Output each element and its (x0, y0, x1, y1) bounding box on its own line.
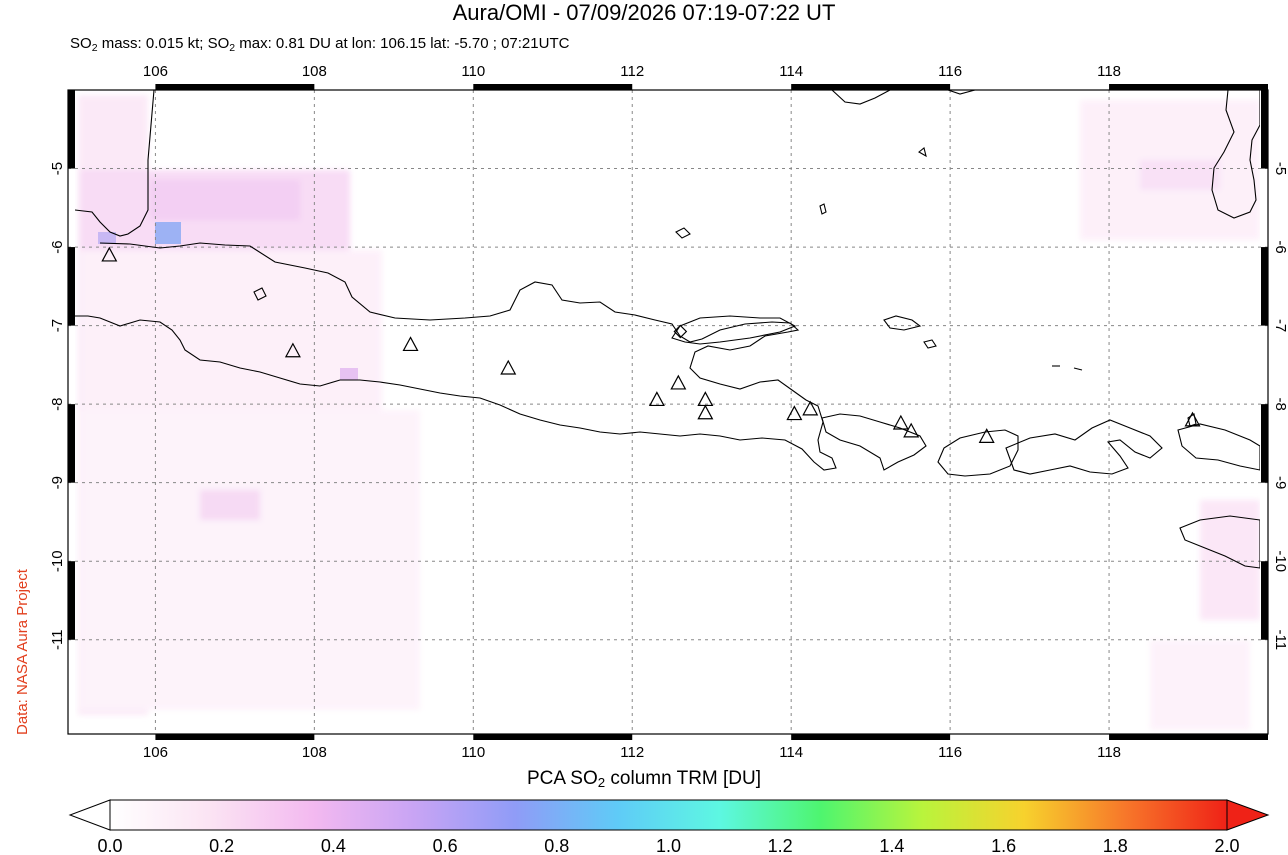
coastlines (75, 90, 1260, 569)
lat-label-left: -10 (49, 550, 66, 572)
volcano-icon (892, 414, 909, 430)
lon-label-bottom: 112 (620, 744, 644, 761)
lat-label-right: -9 (1272, 476, 1288, 489)
volcano-icon (802, 400, 819, 416)
frame-bar-right (1261, 247, 1268, 326)
lon-label-top: 114 (779, 63, 803, 80)
lon-label-top: 112 (620, 63, 644, 80)
volcano-icon (670, 374, 687, 390)
map-title: Aura/OMI - 07/09/2026 07:19-07:22 UT (452, 0, 836, 25)
frame-bar-left (68, 404, 75, 483)
lat-label-right: -10 (1272, 550, 1288, 572)
so2-field (78, 95, 1260, 730)
frame-bar-bottom (473, 734, 633, 740)
volcano-icon (648, 391, 665, 407)
colorbar-tick-label: 1.8 (1103, 836, 1128, 855)
volcano-icon (402, 336, 419, 352)
volcano-icon (101, 246, 118, 262)
diamond-icon (673, 324, 688, 339)
frame-bar-bottom (155, 734, 315, 740)
colorbar-tick-label: 1.6 (991, 836, 1016, 855)
colorbar-tick-label: 0.0 (97, 836, 122, 855)
lon-label-bottom: 110 (461, 744, 485, 761)
frame-bar-top (791, 84, 951, 90)
map-frame (67, 84, 1269, 740)
lon-label-bottom: 106 (143, 744, 168, 761)
lat-label-left: -11 (49, 629, 66, 650)
volcano-icon (500, 359, 517, 375)
frame-bar-bottom (1109, 734, 1268, 740)
colorbar-tick-label: 1.2 (768, 836, 793, 855)
so2-max-pixel (155, 222, 181, 244)
colorbar-tick-label: 1.0 (656, 836, 681, 855)
colorbar-tick-label: 0.8 (544, 836, 569, 855)
volcano-icon (903, 422, 920, 438)
volcano-icon (284, 342, 301, 358)
lat-label-right: -7 (1272, 319, 1288, 332)
lat-label-left: -5 (49, 162, 66, 175)
colorbar-tick-label: 1.4 (879, 836, 904, 855)
frame-bar-left (68, 561, 75, 640)
lat-label-left: -7 (49, 319, 66, 332)
frame-bar-right (1261, 90, 1268, 169)
colorbar-title: PCA SO2 column TRM [DU] (526, 768, 762, 790)
java-coast (75, 242, 837, 471)
frame-bar-right (1261, 404, 1268, 483)
frame-bar-right (1261, 561, 1268, 640)
lon-label-top: 106 (143, 63, 168, 80)
lat-label-right: -8 (1272, 397, 1288, 410)
frame-bar-bottom (791, 734, 951, 740)
lon-label-bottom: 118 (1097, 744, 1121, 761)
tick-labels: 106 106 108 108 110 110 112 112 114 114 116 116 118 1… (49, 63, 1288, 761)
volcano-icon (786, 405, 803, 421)
frame-bar-top (473, 84, 633, 90)
lon-label-bottom: 114 (779, 744, 803, 761)
lat-label-right: -5 (1272, 162, 1288, 175)
lon-label-top: 110 (461, 63, 485, 80)
lon-label-bottom: 116 (938, 744, 962, 761)
colorbar-tick-label: 2.0 (1214, 836, 1239, 855)
volcano-markers (101, 246, 1201, 443)
lat-label-right: -6 (1272, 240, 1288, 253)
frame-bar-top (155, 84, 315, 90)
colorbar: 0.0 0.2 0.4 0.6 0.8 1.0 1.2 1.4 1.6 1.8 2.0 (68, 799, 1270, 855)
lon-label-top: 116 (938, 63, 962, 80)
volcano-icon (697, 391, 714, 407)
frame-bar-left (68, 90, 75, 169)
lat-label-left: -8 (49, 397, 66, 410)
volcano-icon (978, 428, 995, 443)
lon-label-bottom: 108 (302, 744, 327, 761)
lat-label-left: -9 (49, 476, 66, 489)
colorbar-ramp (109, 799, 1228, 831)
colorbar-tick-label: 0.4 (321, 836, 346, 855)
frame-bar-left (68, 247, 75, 326)
volcano-icon (697, 404, 714, 420)
lon-label-top: 108 (302, 63, 327, 80)
colorbar-tick-label: 0.2 (209, 836, 234, 855)
colorbar-over-arrow (1226, 799, 1270, 831)
colorbar-under-arrow (68, 799, 111, 831)
colorbar-tick-label: 0.6 (433, 836, 458, 855)
frame-bar-top (1109, 84, 1268, 90)
map-subtitle: SO2 mass: 0.015 kt; SO2 max: 0.81 DU at … (70, 35, 570, 54)
lon-label-top: 118 (1097, 63, 1121, 80)
lat-label-left: -6 (49, 240, 66, 253)
lat-label-right: -11 (1272, 629, 1288, 650)
volcano-icon (1184, 411, 1201, 427)
